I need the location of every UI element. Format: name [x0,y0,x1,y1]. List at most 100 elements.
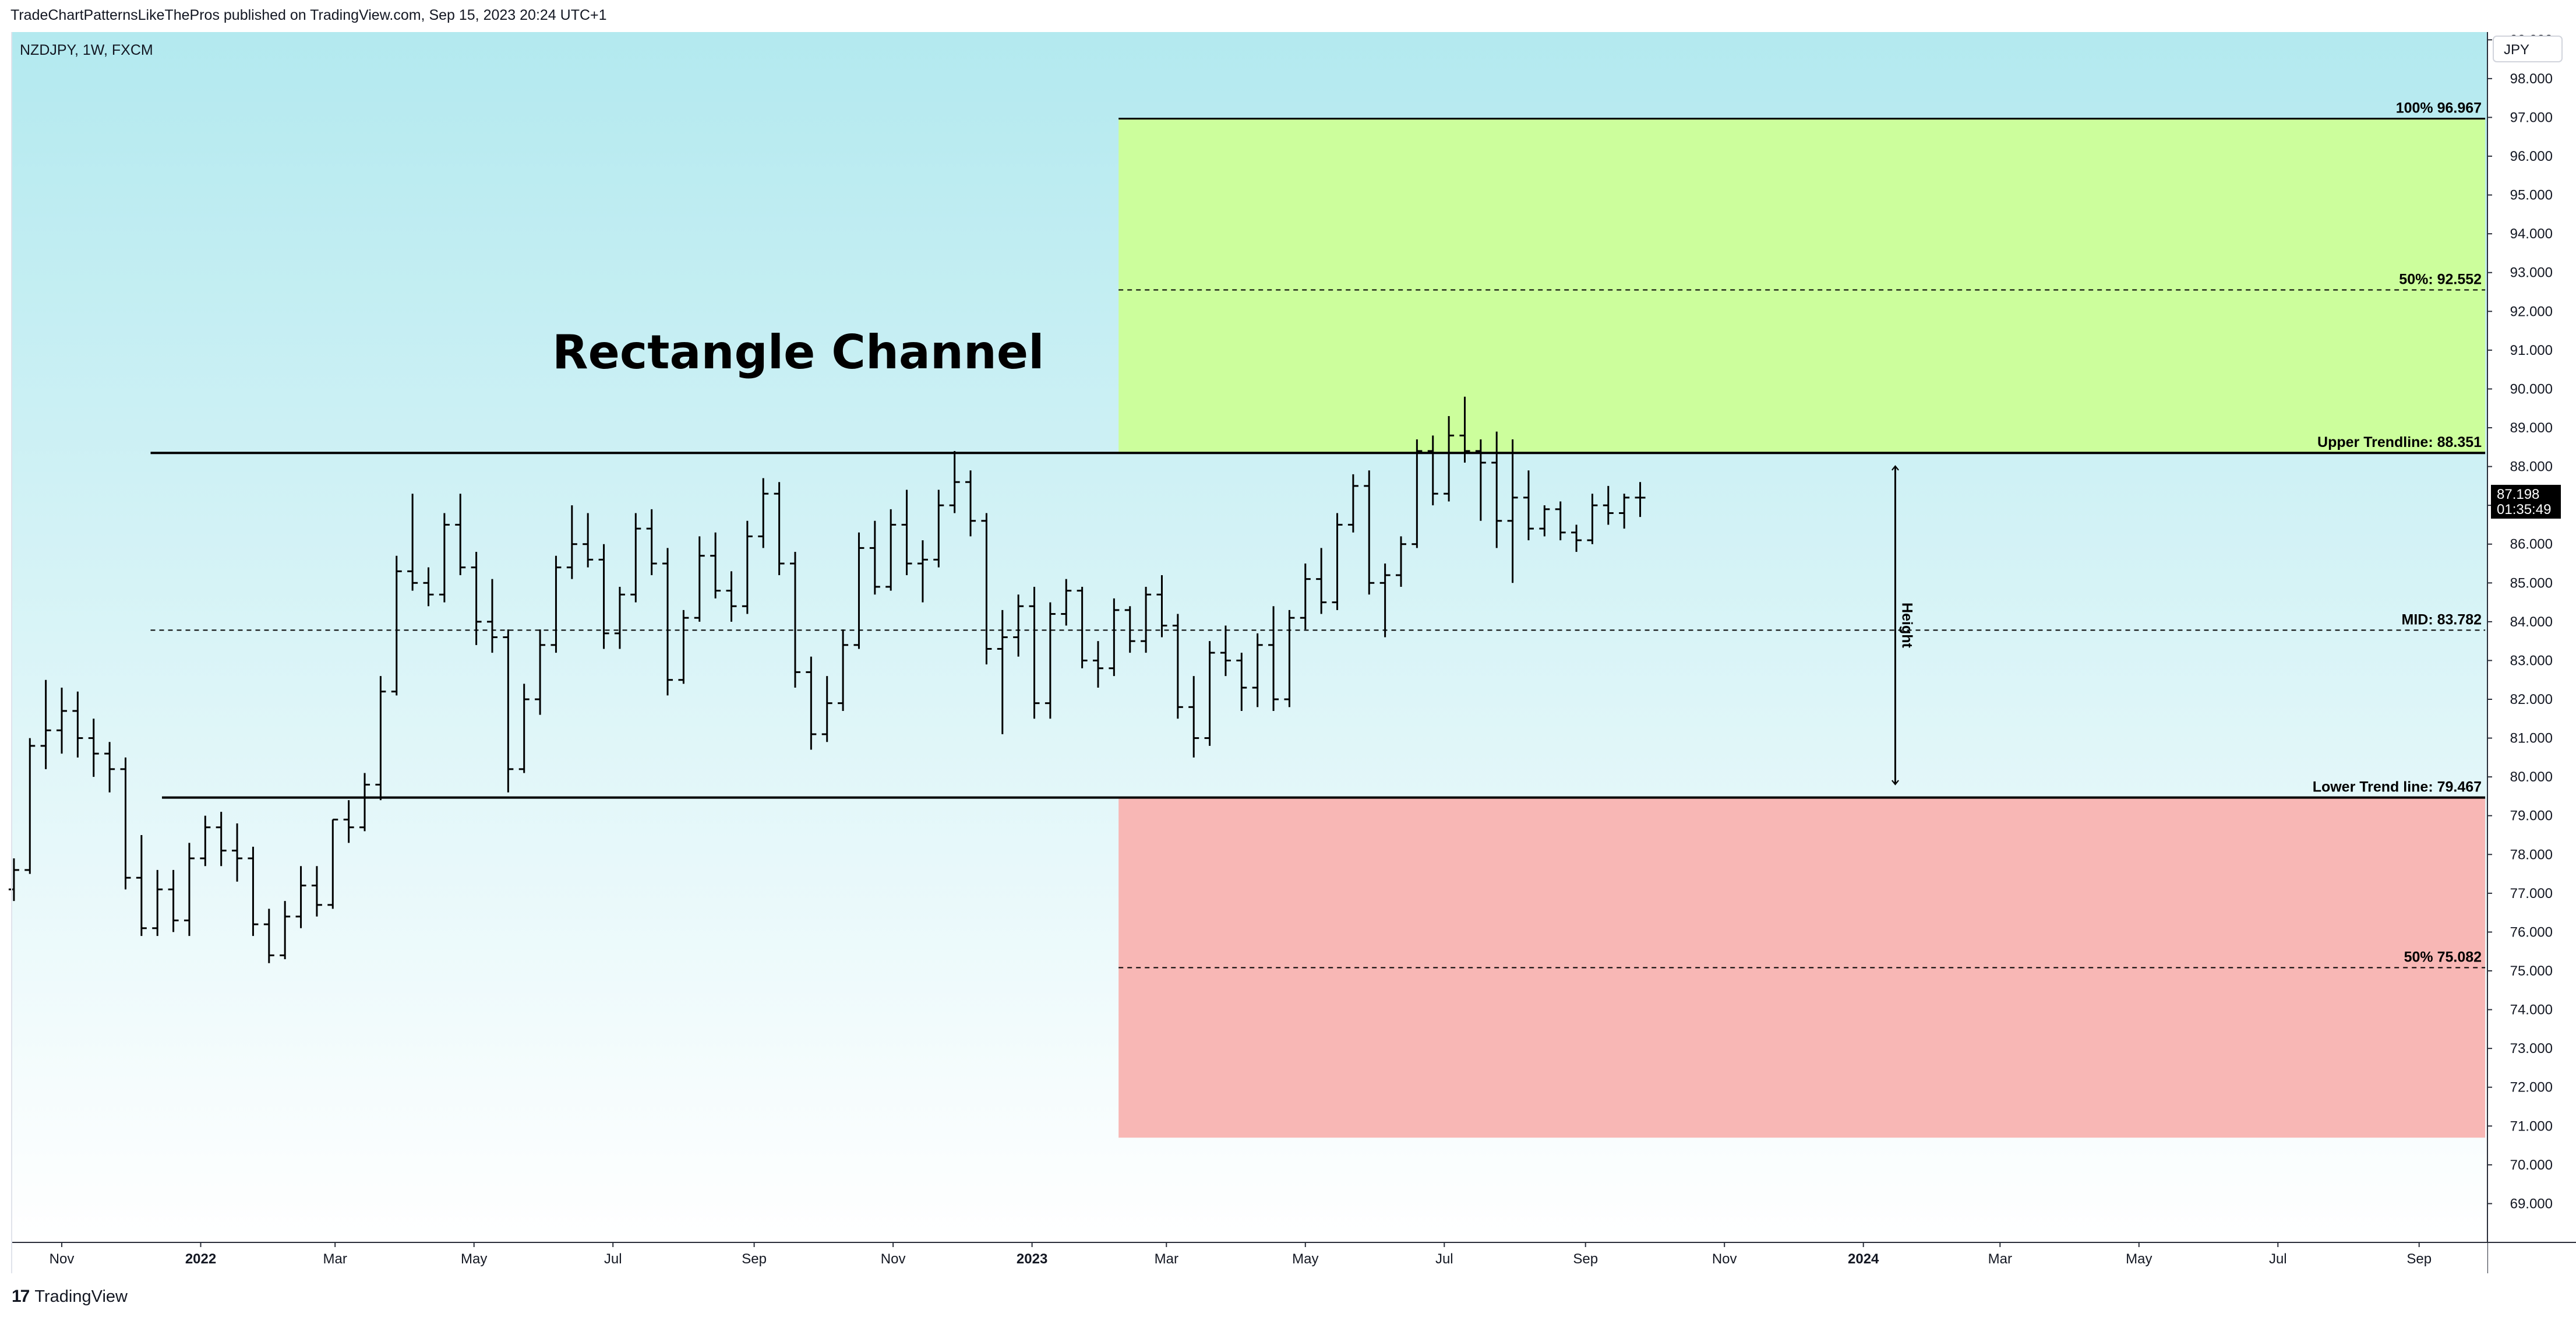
time-tick-label: Nov [50,1251,75,1267]
ohlc-bar [997,610,1008,734]
ohlc-bar [1268,606,1279,711]
ohlc-bar [742,520,753,614]
ohlc-bar [1491,431,1502,548]
price-tick-label: 79.000 [2510,808,2553,824]
upside-target-zone [1118,118,2486,453]
ohlc-bar [1603,485,1614,525]
price-axis-ticks: 69.000 70.000 71.000 72.000 73.000 74.000 75.0… [2487,32,2553,1212]
ohlc-bar [1204,641,1215,746]
ohlc-bar [407,494,418,591]
tradingview-logo[interactable]: 17 TradingView [12,1287,128,1307]
ohlc-bar [1444,416,1455,502]
time-tick-label: Nov [1712,1251,1737,1267]
ohlc-bar [774,482,785,575]
chart-title: Rectangle Channel [552,325,1044,379]
ohlc-bar [184,843,195,936]
ohlc-bar [216,812,227,867]
price-axis-panel[interactable] [2487,32,2576,1242]
price-tick-label: 74.000 [2510,1002,2553,1018]
price-tick-label: 69.000 [2510,1196,2553,1212]
ohlc-bar [566,505,577,579]
ohlc-bar [1029,586,1040,719]
price-tick-label: 78.000 [2510,847,2553,862]
ohlc-bar [423,567,434,607]
time-tick-label: Mar [1155,1251,1178,1267]
ohlc-bar [1539,505,1550,537]
ohlc-bar [1284,610,1295,707]
time-tick-label: May [2126,1251,2152,1267]
time-tick-label: Sep [1573,1251,1598,1267]
ohlc-bar [518,684,530,773]
ohlc-bar [57,688,68,754]
price-tick-label: 71.000 [2510,1118,2553,1134]
price-tick-label: 85.000 [2510,575,2553,591]
price-tick-label: 96.000 [2510,149,2553,164]
ohlc-bar [1013,594,1024,657]
ohlc-bar [933,490,944,568]
price-tick-label: 77.000 [2510,886,2553,902]
time-tick-label: 2022 [185,1251,216,1267]
time-tick-label: 2023 [1017,1251,1047,1267]
ohlc-bar [1300,564,1311,630]
ohlc-bar [535,629,546,715]
ohlc-bar [949,450,960,513]
time-tick-label: Mar [323,1251,347,1267]
price-tick-label: 89.000 [2510,420,2553,436]
ohlc-bar [327,818,338,909]
ohlc-bar [1459,396,1470,463]
ohlc-bar [1427,435,1438,506]
ohlc-bar [551,555,562,653]
ohlc-bar [104,742,115,793]
time-tick-label: Jul [1435,1251,1453,1267]
price-tick-label: 92.000 [2510,304,2553,319]
price-tick-label: 81.000 [2510,731,2553,746]
ohlc-bar [981,513,992,665]
tradingview-brand: TradingView [34,1287,128,1306]
level-labels: Upper Trendline: 88.351 MID: 83.782 Lower … [2313,100,2482,966]
price-tick-label: 97.000 [2510,110,2553,125]
level-label-target_50: 50%: 92.552 [2399,272,2482,288]
ohlc-bar [72,691,83,758]
time-tick-label: Sep [742,1251,767,1267]
ohlc-bar [1172,614,1183,719]
ohlc-bar [1252,633,1263,707]
ohlc-bar [917,540,928,603]
ohlc-bar [694,536,705,622]
ohlc-bar [439,513,450,603]
ohlc-bar [583,513,594,568]
price-tick-label: 91.000 [2510,343,2553,358]
ohlc-bar [1379,564,1391,638]
ohlc-bar [1571,524,1582,552]
ohlc-bar [678,610,689,684]
ohlc-bar [40,679,51,769]
ohlc-bar [1411,439,1423,548]
ohlc-bar [503,629,514,793]
ohlc-bar [662,548,673,696]
ohlc-bar [853,532,864,649]
level-label-lower: Lower Trend line: 79.467 [2313,779,2482,795]
currency-badge[interactable] [2493,36,2563,62]
ohlc-bar [1077,586,1088,668]
time-axis-panel[interactable] [12,1242,2487,1273]
ohlc-bar [1124,606,1135,653]
ohlc-bar [1635,482,1646,517]
ohlc-bar [1092,641,1103,688]
ohlc-bar [1044,602,1056,719]
ohlc-bar [295,866,306,928]
ohlc-bar [598,544,609,649]
price-tick-label: 98.000 [2510,71,2553,87]
price-tick-label: 90.000 [2510,381,2553,397]
ohlc-bar [486,579,497,653]
time-tick-label: Mar [1988,1251,2012,1267]
price-tick-label: 84.000 [2510,614,2553,630]
time-tick-label: Jul [2269,1251,2287,1267]
symbol-line: NZDJPY, 1W, FXCM [20,42,153,58]
ohlc-bar [168,869,179,932]
time-tick-label: Sep [2406,1251,2432,1267]
ohlc-bar [263,908,274,963]
price-tick-label: 83.000 [2510,653,2553,668]
ohlc-bar [455,494,466,575]
ohlc-bar [391,555,402,696]
ohlc-bar [1619,494,1630,529]
